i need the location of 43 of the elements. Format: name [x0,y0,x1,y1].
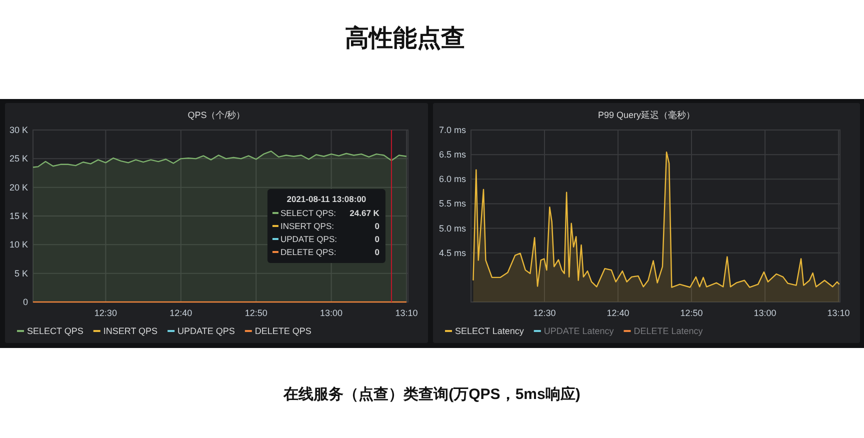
legend-label: DELETE Latency [634,326,704,336]
x-tick-label: 13:00 [320,308,343,318]
legend-label: DELETE QPS [254,326,312,336]
y-tick-label: 25 K [9,154,28,164]
annotation: 0 [374,247,380,257]
y-tick-label: 15 K [9,211,28,221]
x-tick-label: 12:50 [244,308,268,318]
x-tick-label: 12:30 [94,308,117,318]
x-tick-label: 12:50 [680,308,703,318]
legend-label: SELECT Latency [455,326,524,336]
annotation: 2021-08-11 13:08:00 [286,194,366,204]
y-tick-label: 0 [22,297,28,307]
annotation: SELECT QPS: [280,208,336,218]
y-tick-label: 7.0 ms [438,125,466,135]
y-tick-label: 5.0 ms [438,223,466,234]
annotation: UPDATE QPS: [280,234,337,244]
chart-title: P99 Query延迟（毫秒） [598,110,696,120]
x-tick-label: 12:40 [606,308,630,318]
annotation: DELETE QPS: [280,247,336,257]
legend-label: UPDATE QPS [178,326,235,336]
x-tick-label: 12:40 [170,308,192,318]
y-tick-label: 10 K [9,240,28,250]
y-tick-label: 4.5 ms [438,248,466,258]
annotation: 24.67 K [350,208,380,218]
y-tick-label: 20 K [9,182,28,192]
annotation: 0 [374,234,380,244]
x-tick-label: 13:10 [827,308,850,318]
x-tick-label: 13:00 [754,308,776,318]
legend-label: UPDATE Latency [544,326,614,336]
annotation: 0 [374,221,380,231]
x-tick-label: 12:30 [533,308,556,318]
y-tick-label: 5.5 ms [438,198,466,209]
y-tick-label: 6.5 ms [438,150,466,160]
text: 高性能点查 [345,24,465,52]
x-tick-label: 13:10 [395,308,418,318]
y-tick-label: 5 K [14,268,28,278]
legend-label: INSERT QPS [103,326,158,336]
annotation: INSERT QPS: [280,221,334,231]
y-tick-label: 6.0 ms [438,174,466,184]
text: 在线服务（点查）类查询(万QPS，5ms响应) [282,385,580,403]
chart-title: QPS（个/秒） [188,110,246,120]
y-tick-label: 30 K [9,125,28,135]
legend-label: SELECT QPS [27,326,84,336]
